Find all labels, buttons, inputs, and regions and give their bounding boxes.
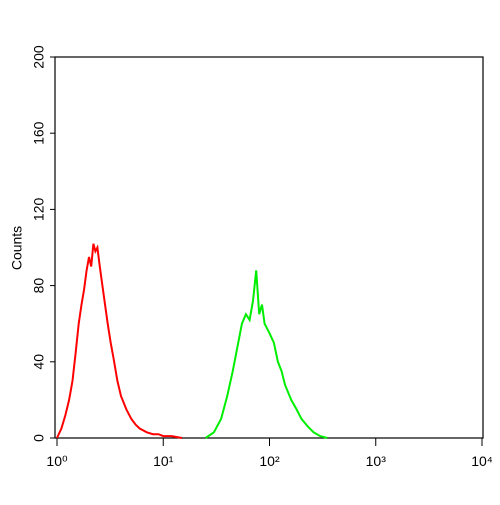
y-tick-label: 80	[31, 278, 47, 294]
y-tick-label: 120	[31, 198, 47, 222]
histogram-line	[56, 243, 183, 439]
x-tick-label: 10³	[366, 453, 387, 469]
y-axis-label: Counts	[9, 226, 25, 270]
x-tick-label: 10¹	[153, 453, 174, 469]
histogram-line	[204, 270, 328, 439]
y-tick-label: 40	[31, 354, 47, 370]
y-tick-label: 0	[31, 434, 47, 442]
x-tick-label: 10⁰	[46, 453, 68, 469]
y-tick-label: 200	[31, 45, 47, 69]
x-tick-label: 10²	[259, 453, 280, 469]
x-tick-label: 10⁴	[471, 453, 493, 469]
plot-frame	[54, 56, 484, 439]
y-tick-label: 160	[31, 121, 47, 145]
